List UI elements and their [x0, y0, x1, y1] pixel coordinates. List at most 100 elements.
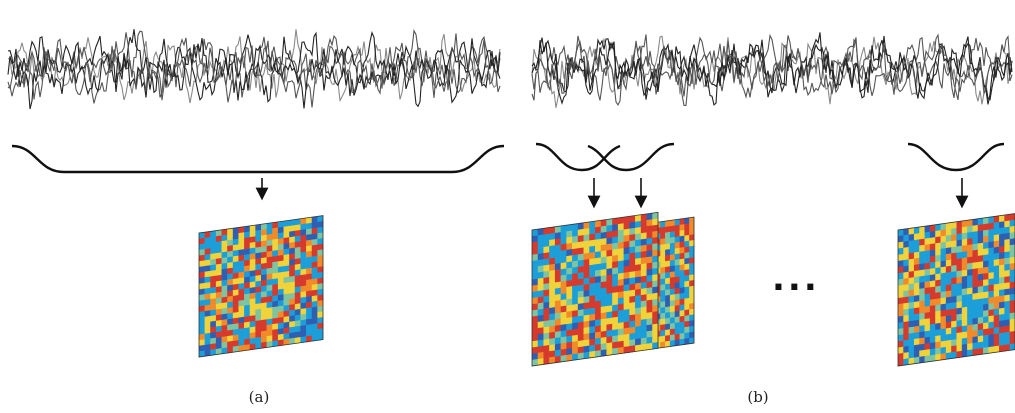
matrix-cell [204, 344, 211, 351]
matrix-cell [283, 327, 290, 335]
matrix-cell [606, 268, 613, 276]
matrix-cell [532, 321, 539, 330]
matrix-cell [244, 282, 251, 289]
matrix-cell [972, 262, 979, 270]
matrix-cell [300, 302, 307, 310]
matrix-cell [967, 312, 973, 320]
matrix-cell [983, 340, 989, 349]
matrix-cell [1004, 269, 1010, 278]
matrix-cell [617, 322, 624, 330]
matrix-cell [199, 350, 205, 358]
matrix-cell [317, 316, 324, 324]
matrix-cell [289, 337, 296, 345]
matrix-cell [999, 289, 1005, 297]
matrix-cell [600, 244, 607, 252]
matrix-cell [652, 218, 659, 226]
matrix-cell [617, 340, 624, 349]
matrix-cell [993, 271, 1000, 279]
matrix-cell [967, 225, 973, 233]
matrix-cell [972, 286, 979, 295]
matrix-cell [261, 341, 267, 349]
matrix-cell [913, 251, 920, 259]
matrix-cell [583, 252, 590, 261]
matrix-cell [1004, 319, 1010, 327]
matrix-cell [640, 238, 647, 246]
matrix-cell [238, 316, 245, 324]
matrix-cell [617, 346, 624, 355]
matrix-cell [945, 284, 952, 292]
matrix-cell [537, 246, 544, 255]
matrix-cell [988, 247, 995, 255]
matrix-cell [908, 332, 915, 341]
matrix-cell [635, 276, 642, 284]
matrix-cell [549, 294, 556, 303]
matrix-cell [199, 260, 205, 268]
matrix-cell [908, 283, 915, 291]
matrix-cell [999, 332, 1005, 340]
matrix-cell [689, 217, 695, 224]
matrix-cell [595, 337, 602, 346]
matrix-cell [629, 252, 636, 260]
matrix-cell [572, 291, 579, 299]
matrix-cell [898, 346, 904, 354]
matrix-cell [255, 246, 262, 254]
matrix-cell [272, 233, 279, 240]
matrix-cell [311, 255, 318, 263]
matrix-cell [606, 342, 613, 350]
matrix-cell [951, 234, 957, 242]
matrix-cell [635, 257, 642, 266]
matrix-cell [566, 354, 573, 362]
matrix-cell [961, 294, 968, 302]
matrix-cell [956, 233, 963, 241]
matrix-cell [306, 329, 313, 337]
signal-trace [531, 32, 1013, 106]
matrix-cell [612, 292, 619, 300]
matrix-cell [1009, 256, 1015, 265]
matrix-cell [560, 348, 567, 357]
matrix-cell [617, 266, 624, 274]
matrix-cell [977, 292, 984, 300]
matrix-cell [623, 265, 630, 274]
matrix-cell [988, 309, 995, 317]
matrix-cell [999, 264, 1005, 272]
matrix-cell [221, 313, 228, 321]
matrix-cell [945, 222, 952, 230]
matrix-cell [612, 254, 619, 263]
matrix-cell [967, 281, 973, 289]
matrix-cell [532, 352, 539, 361]
matrix-cell [988, 346, 995, 354]
matrix-cell [961, 331, 968, 339]
matrix-cell [560, 262, 567, 270]
matrix-cell [684, 286, 690, 294]
matrix-cell [537, 321, 544, 329]
matrix-cell [993, 327, 1000, 335]
matrix-cell [972, 299, 979, 307]
matrix-cell [238, 277, 245, 285]
matrix-cell [306, 318, 313, 326]
matrix-cell [210, 320, 217, 328]
matrix-cell [204, 332, 211, 340]
matrix-cell [238, 305, 245, 313]
matrix-cell [956, 288, 963, 297]
matrix-cell [640, 325, 647, 333]
matrix-cell [935, 335, 941, 343]
matrix-cell [956, 319, 963, 328]
matrix-cell [289, 219, 296, 227]
matrix-cell [935, 329, 941, 337]
matrix-cell [560, 237, 567, 245]
matrix-cell [560, 330, 567, 338]
matrix-cell [532, 340, 539, 348]
matrix-cell [215, 342, 222, 350]
matrix-cell [199, 305, 205, 313]
matrix-cell [967, 336, 973, 345]
matrix-cell [272, 328, 279, 336]
matrix-cell [629, 345, 636, 353]
matrix-cell [317, 232, 324, 240]
matrix-cell [266, 256, 273, 264]
matrix-cell [249, 303, 256, 311]
matrix-cell [684, 338, 690, 345]
matrix-cell [232, 317, 239, 325]
matrix-cell [629, 258, 636, 267]
matrix-cell [919, 288, 925, 296]
matrix-border [897, 213, 1015, 367]
